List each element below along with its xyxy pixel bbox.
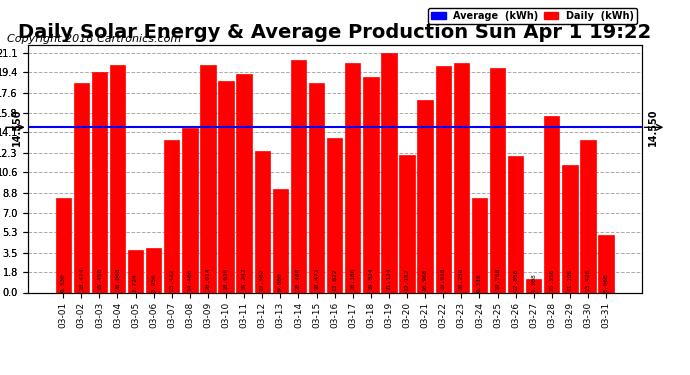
- Bar: [400, 154, 415, 292]
- Bar: [526, 279, 542, 292]
- Text: 20.186: 20.186: [351, 268, 355, 290]
- Bar: [435, 66, 451, 292]
- Text: 18.474: 18.474: [79, 268, 83, 290]
- Text: 15.556: 15.556: [549, 268, 554, 291]
- Text: 20.236: 20.236: [459, 268, 464, 290]
- Bar: [290, 60, 306, 292]
- Legend: Average  (kWh), Daily  (kWh): Average (kWh), Daily (kWh): [428, 8, 637, 24]
- Text: 19.456: 19.456: [97, 268, 102, 290]
- Bar: [508, 156, 523, 292]
- Text: 21.124: 21.124: [386, 268, 391, 290]
- Text: 12.502: 12.502: [259, 268, 265, 291]
- Title: Daily Solar Energy & Average Production Sun Apr 1 19:22: Daily Solar Energy & Average Production …: [18, 23, 651, 42]
- Bar: [74, 83, 89, 292]
- Text: 18.630: 18.630: [224, 268, 228, 290]
- Text: 11.196: 11.196: [567, 269, 573, 291]
- Bar: [182, 128, 197, 292]
- Bar: [598, 235, 614, 292]
- Bar: [544, 116, 560, 292]
- Bar: [146, 248, 161, 292]
- Bar: [417, 100, 433, 292]
- Text: 12.152: 12.152: [404, 268, 410, 291]
- Bar: [128, 250, 144, 292]
- Bar: [562, 165, 578, 292]
- Text: 14.466: 14.466: [188, 268, 193, 291]
- Bar: [164, 140, 179, 292]
- Bar: [327, 138, 342, 292]
- Text: 16.968: 16.968: [423, 268, 428, 291]
- Text: 20.068: 20.068: [115, 268, 120, 290]
- Text: 13.622: 13.622: [332, 268, 337, 291]
- Text: 19.928: 19.928: [441, 268, 446, 290]
- Text: 8.330: 8.330: [61, 273, 66, 291]
- Bar: [218, 81, 234, 292]
- Bar: [92, 72, 107, 292]
- Text: 1.208: 1.208: [531, 274, 536, 292]
- Text: 14.550: 14.550: [12, 108, 21, 146]
- Bar: [472, 198, 487, 292]
- Text: 20.480: 20.480: [296, 268, 301, 290]
- Text: 5.068: 5.068: [604, 273, 609, 292]
- Bar: [363, 76, 379, 292]
- Text: 19.024: 19.024: [368, 268, 373, 290]
- Bar: [580, 140, 595, 292]
- Bar: [309, 83, 324, 292]
- Bar: [273, 189, 288, 292]
- Bar: [490, 68, 505, 292]
- Bar: [55, 198, 71, 292]
- Text: 8.316: 8.316: [477, 273, 482, 291]
- Text: Copyright 2018 Cartronics.com: Copyright 2018 Cartronics.com: [7, 34, 181, 44]
- Text: 19.242: 19.242: [241, 268, 246, 290]
- Bar: [110, 64, 125, 292]
- Bar: [345, 63, 360, 292]
- Text: 19.768: 19.768: [495, 268, 500, 290]
- Text: 13.420: 13.420: [586, 268, 591, 291]
- Text: 14.550: 14.550: [648, 108, 658, 146]
- Bar: [382, 53, 397, 292]
- Bar: [453, 63, 469, 292]
- Bar: [255, 150, 270, 292]
- Text: 3.724: 3.724: [133, 273, 138, 292]
- Text: 12.056: 12.056: [513, 268, 518, 291]
- Text: 20.014: 20.014: [206, 268, 210, 290]
- Text: 9.080: 9.080: [278, 273, 283, 291]
- Text: 3.956: 3.956: [151, 273, 156, 292]
- Text: 18.472: 18.472: [314, 268, 319, 290]
- Text: 13.422: 13.422: [169, 268, 175, 291]
- Bar: [200, 65, 216, 292]
- Bar: [237, 74, 252, 292]
